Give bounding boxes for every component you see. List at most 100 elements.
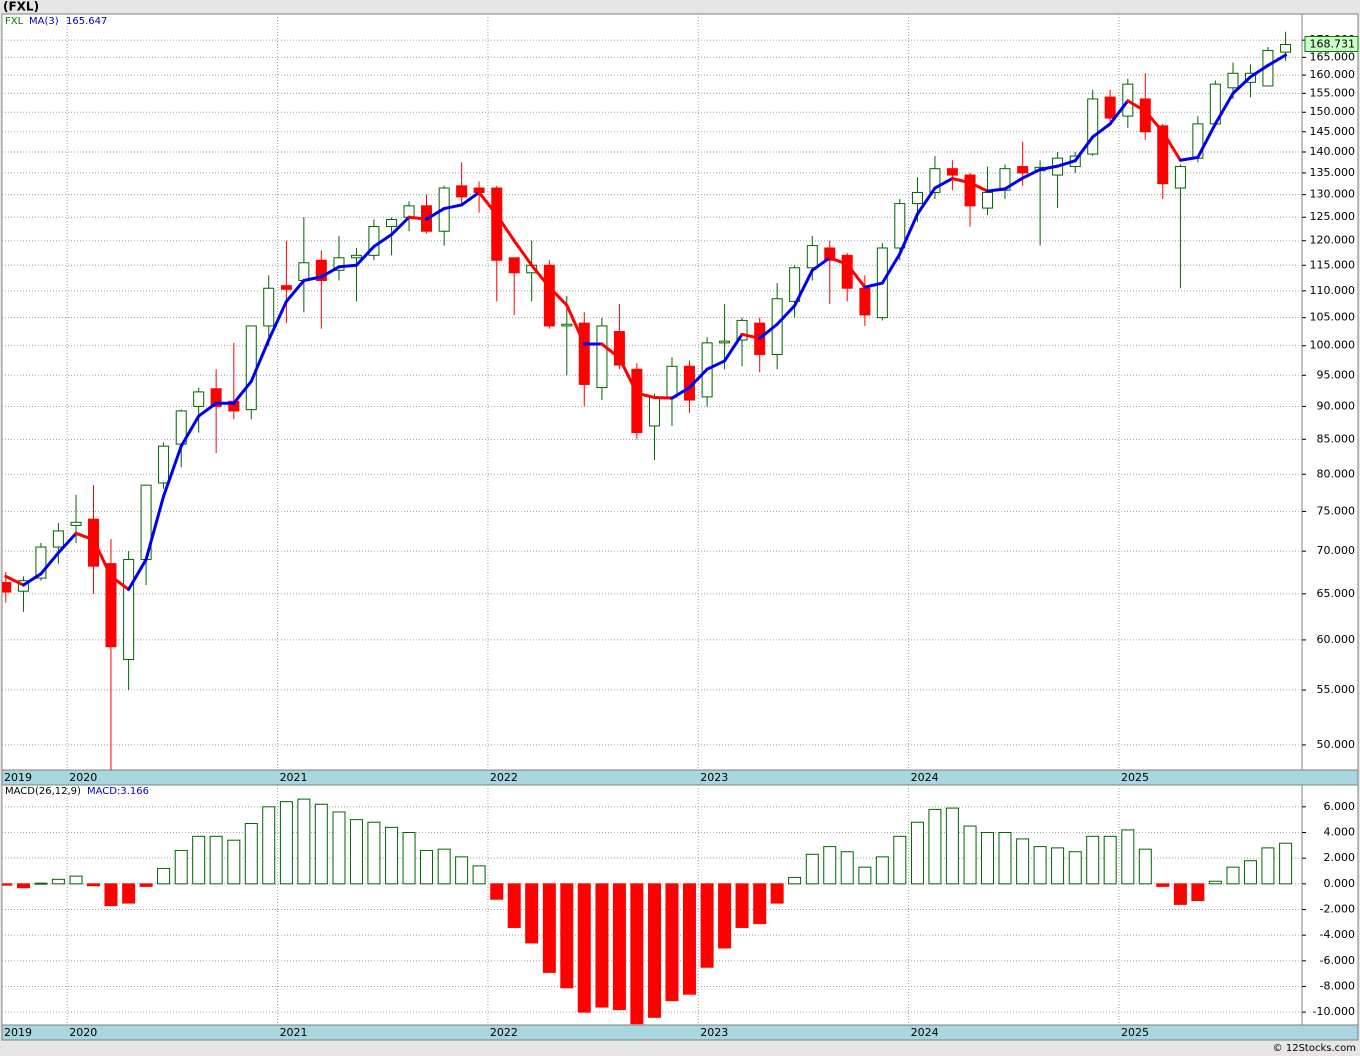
ma-line xyxy=(687,367,709,390)
candle-body xyxy=(964,174,976,207)
ma-line xyxy=(1091,122,1112,139)
x-tick-label: 2023 xyxy=(700,1026,728,1039)
legend-ma: MA(3) xyxy=(29,16,59,27)
ma-line xyxy=(442,203,464,211)
ma-line xyxy=(1108,99,1130,126)
ma-line xyxy=(372,233,394,249)
macd-bar xyxy=(51,878,65,885)
macd-bar xyxy=(1191,883,1205,902)
macd-bar xyxy=(157,867,171,885)
ma-line xyxy=(302,275,323,282)
candle-body xyxy=(561,323,573,327)
macd-bar xyxy=(192,835,206,885)
candle-body xyxy=(158,445,170,484)
ma-line xyxy=(1196,122,1217,159)
candle-body xyxy=(193,391,205,407)
ma-line xyxy=(1161,130,1182,162)
candle-body xyxy=(105,563,117,648)
macd-bar xyxy=(1243,860,1257,885)
y-tick-label: 85.000 xyxy=(1317,432,1356,445)
main-axis xyxy=(1301,13,1359,771)
y-tick-label: 135.000 xyxy=(1310,166,1356,179)
candle-body xyxy=(911,191,923,205)
macd-bar xyxy=(998,831,1012,885)
macd-bar xyxy=(910,821,924,885)
ma-line xyxy=(775,304,797,326)
candle-body xyxy=(596,325,608,389)
ma-line xyxy=(758,322,779,340)
x-tick-label: 2024 xyxy=(911,771,939,784)
candle-body xyxy=(1087,98,1099,155)
ma-line xyxy=(144,494,166,561)
ma-line xyxy=(267,299,288,342)
ma-line xyxy=(512,239,534,267)
macd-bar xyxy=(16,883,30,889)
ma-line xyxy=(4,574,25,587)
ma-line xyxy=(986,187,1007,193)
ma-line xyxy=(1056,159,1077,168)
y-tick-label: -4.000 xyxy=(1320,928,1355,941)
macd-bar xyxy=(314,803,328,885)
macd-bar xyxy=(1068,851,1082,885)
candle-body xyxy=(350,254,362,259)
macd-bar xyxy=(665,883,679,1002)
main-marks xyxy=(2,14,1302,770)
ma-line xyxy=(56,531,78,555)
macd-bar xyxy=(490,883,504,900)
ma-line xyxy=(390,215,411,237)
macd-title: MACD(26,12,9) xyxy=(5,786,81,797)
ma-line xyxy=(162,444,183,498)
candle-body xyxy=(298,262,310,281)
candle-body xyxy=(859,287,871,316)
x-tick-label: 2024 xyxy=(911,1026,939,1039)
legend-symbol: FXL xyxy=(5,16,24,27)
candle-body xyxy=(2,581,12,593)
chart-title: (FXL) xyxy=(3,0,39,14)
macd-bar xyxy=(963,825,977,885)
macd-bar xyxy=(402,831,416,885)
macd-bar xyxy=(1033,846,1047,885)
ma-line xyxy=(845,262,867,289)
macd-bar xyxy=(472,865,486,885)
macd-bar xyxy=(893,835,907,885)
ma-line xyxy=(898,212,919,256)
ma-line xyxy=(1143,109,1165,134)
macd-bar xyxy=(139,883,153,887)
ma-line xyxy=(810,256,832,272)
x-tick-label: 2021 xyxy=(280,1026,308,1039)
y-tick-label: 6.000 xyxy=(1324,800,1356,813)
x-tick-label: 2022 xyxy=(490,771,518,784)
y-tick-label: 165.000 xyxy=(1310,50,1356,63)
macd-bar xyxy=(1173,883,1187,905)
macd-bar xyxy=(349,819,363,885)
macd-bar xyxy=(560,883,574,989)
candle-body xyxy=(245,325,257,411)
macd-bar xyxy=(1226,866,1240,885)
y-tick-label: 60.000 xyxy=(1317,633,1356,646)
candle-body xyxy=(35,546,47,579)
ma-line xyxy=(880,252,902,285)
macd-bar xyxy=(770,883,784,904)
y-tick-label: 100.000 xyxy=(1310,339,1356,352)
y-tick-label: 125.000 xyxy=(1310,210,1356,223)
y-tick-label: -10.000 xyxy=(1313,1005,1355,1018)
macd-bar xyxy=(1086,835,1100,885)
ma-line xyxy=(21,572,43,587)
macd-bar xyxy=(718,883,732,949)
x-tick-label: 2019 xyxy=(4,1026,32,1039)
ma-line xyxy=(740,332,762,340)
ma-line xyxy=(530,263,551,289)
candle-body xyxy=(982,191,994,209)
macd-bar xyxy=(1103,835,1117,885)
candle-body xyxy=(1174,166,1186,189)
y-tick-label: 65.000 xyxy=(1317,587,1356,600)
y-tick-label: 2.000 xyxy=(1324,851,1356,864)
candle-body xyxy=(666,365,678,398)
ma-line xyxy=(635,391,657,400)
candle-body xyxy=(1104,96,1116,119)
ma-line xyxy=(547,285,569,307)
macd-bar xyxy=(875,856,889,885)
macd-bar xyxy=(69,875,83,885)
macd-bar xyxy=(753,883,767,925)
ma-line xyxy=(793,268,814,308)
